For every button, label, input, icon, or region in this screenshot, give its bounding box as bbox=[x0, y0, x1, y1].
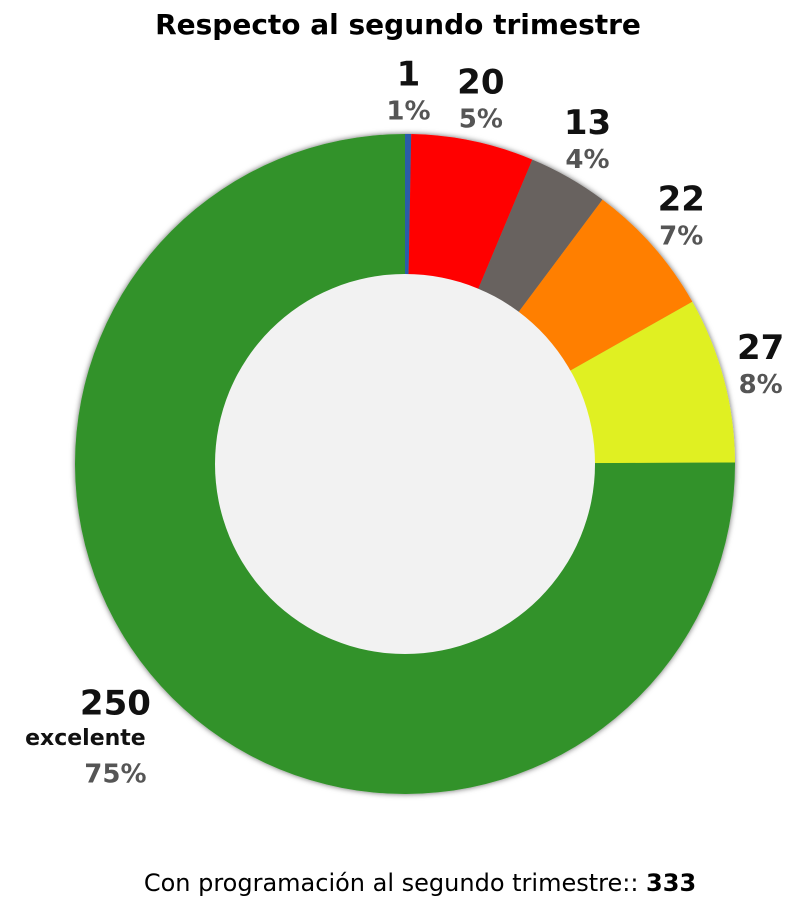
footer-total: 333 bbox=[646, 869, 696, 897]
value-label: 13 bbox=[564, 103, 611, 143]
percent-label: 1% bbox=[386, 97, 430, 127]
category-label: excelente bbox=[25, 726, 146, 751]
footer-text: Con programación al segundo trimestre:: bbox=[144, 869, 639, 897]
percent-label: 7% bbox=[659, 221, 703, 251]
percent-label: 75% bbox=[84, 759, 146, 789]
donut-hole bbox=[215, 274, 595, 654]
percent-label: 5% bbox=[459, 104, 503, 134]
value-label: 22 bbox=[658, 179, 705, 219]
value-label: 27 bbox=[737, 328, 784, 368]
footer: Con programación al segundo trimestre:: … bbox=[144, 869, 696, 897]
value-label: 1 bbox=[397, 55, 421, 95]
chart-title: Respecto al segundo trimestre bbox=[155, 8, 641, 41]
percent-label: 4% bbox=[565, 145, 609, 175]
value-label: 20 bbox=[457, 62, 504, 102]
percent-label: 8% bbox=[739, 370, 783, 400]
value-label: 250 bbox=[80, 683, 151, 723]
